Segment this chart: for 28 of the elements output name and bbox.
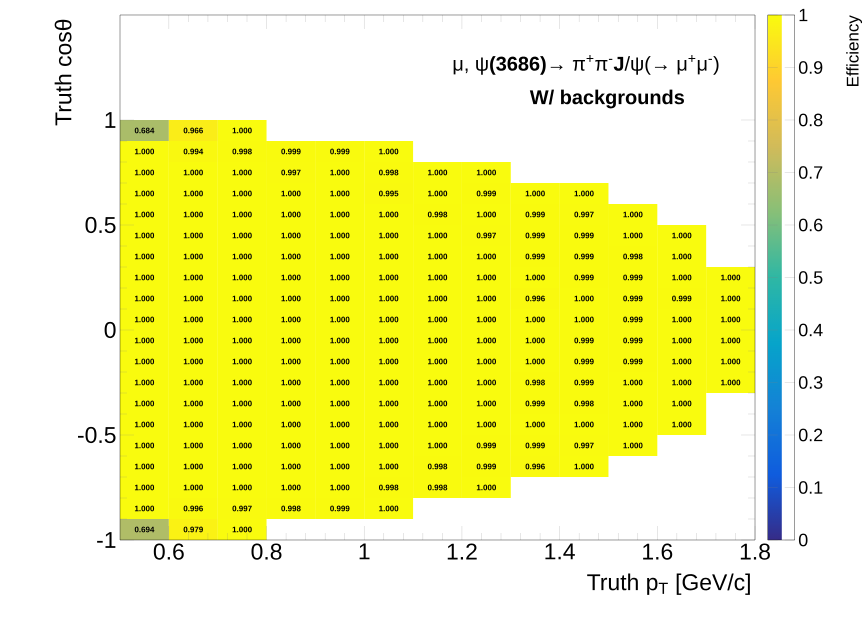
y-axis-title: Truth cosθ xyxy=(54,20,72,126)
y-tick-label: -1 xyxy=(97,532,116,548)
chart-title: μ, ψ(3686)→ π$^{+}$π$^{-}$J/ψ(→ μ$^{+}$μ$^{-}$) xyxy=(454,55,718,75)
x-tick-label: 1.2 xyxy=(448,544,477,560)
color-bar-label: 0 xyxy=(798,534,808,546)
x-tick-label: 1.4 xyxy=(545,544,575,560)
y-tick-label: 1 xyxy=(105,112,116,128)
color-bar-label: 1 xyxy=(800,8,808,22)
text: W/ backgrounds xyxy=(530,90,684,108)
x-tick-label: 0.8 xyxy=(252,544,282,560)
color-bar-label: 0.6 xyxy=(798,218,822,232)
x-tick-label: 1 xyxy=(360,544,370,560)
y-tick-label: 0.5 xyxy=(86,216,116,234)
color-bar-label: 0.3 xyxy=(798,376,822,389)
x-tick-label: 1.8 xyxy=(740,544,770,560)
x-tick-label: 1.6 xyxy=(643,544,672,560)
color-bar-label: 0.7 xyxy=(798,166,822,179)
y-tick-label: 0 xyxy=(104,322,116,338)
x-tick-label: 0.6 xyxy=(154,544,184,560)
color-bar-label: 0.4 xyxy=(798,324,823,336)
color-bar-label: 0.1 xyxy=(798,481,822,494)
x-axis-title: Truth p$_{T}$ [GeV/c] xyxy=(587,574,750,595)
color-bar-label: 0.9 xyxy=(798,61,822,74)
color-bar-label: 0.2 xyxy=(798,428,822,442)
color-bar-label: 0.5 xyxy=(798,271,822,284)
color-bar-label: 0.8 xyxy=(798,114,822,126)
color-bar-title: Efficiency xyxy=(846,15,862,86)
y-tick-label: -0.5 xyxy=(78,426,116,444)
